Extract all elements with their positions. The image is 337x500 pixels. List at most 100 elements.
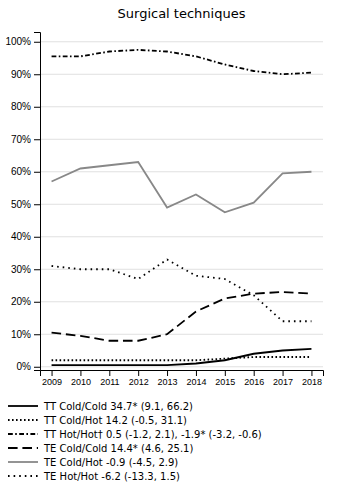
grid-line xyxy=(40,204,323,205)
y-tick-label: 30% xyxy=(11,264,31,275)
x-tick-mark xyxy=(254,370,255,376)
x-tick-label: 2015 xyxy=(215,377,235,387)
x-tick-mark xyxy=(138,370,139,376)
legend-label: TE Hot/Hot -6.2 (-13.3, 1.5) xyxy=(43,471,180,482)
legend: TT Cold/Cold 34.7* (9.1, 66.2) TT Cold/Ho… xyxy=(8,401,262,482)
y-tick-label: 40% xyxy=(11,231,31,242)
y-tick: 40% xyxy=(11,231,40,242)
x-tick: 2015 xyxy=(215,370,235,387)
legend-label: TE Cold/Cold 14.4* (4.6, 25.1) xyxy=(43,443,193,454)
lines xyxy=(52,50,312,365)
legend-item: TE Hot/Hot -6.2 (-13.3, 1.5) xyxy=(8,471,180,482)
y-tick: 50% xyxy=(11,199,40,210)
y-tick: 100% xyxy=(5,36,40,47)
x-tick: 2009 xyxy=(42,370,62,387)
y-tick: 60% xyxy=(11,166,40,177)
legend-swatch xyxy=(8,433,38,435)
legend-label: TE Cold/Hot -0.9 (-4.5, 2.9) xyxy=(43,457,178,468)
series-line xyxy=(52,162,312,212)
grid xyxy=(40,42,323,367)
y-axis-line xyxy=(34,33,41,371)
grid-line xyxy=(40,236,323,237)
x-tick-label: 2009 xyxy=(42,377,62,387)
x-tick: 2010 xyxy=(71,370,91,387)
y-tick: 70% xyxy=(11,134,40,145)
x-tick-label: 2016 xyxy=(244,377,264,387)
x-tick-mark xyxy=(283,370,284,376)
y-tick-label: 60% xyxy=(11,166,31,177)
legend-item: TT Cold/Cold 34.7* (9.1, 66.2) xyxy=(8,401,193,412)
y-tick-label: 100% xyxy=(5,36,31,47)
x-tick-mark xyxy=(225,370,226,376)
legend-swatch xyxy=(8,405,38,407)
grid-line xyxy=(40,106,323,107)
y-tick-label: 50% xyxy=(11,199,31,210)
x-tick: 2017 xyxy=(273,370,293,387)
y-tick-mark xyxy=(34,204,40,205)
series-line xyxy=(52,357,312,360)
x-axis: 2009 2010 2011 2012 2013 2014 2015 2016 2017 2018 xyxy=(41,370,324,387)
x-tick-label: 2017 xyxy=(273,377,293,387)
legend-swatch xyxy=(8,461,38,463)
y-tick-mark xyxy=(34,334,40,335)
y-tick: 20% xyxy=(11,296,40,307)
legend-item: TT Cold/Hot 14.2 (-0.5, 31.1) xyxy=(8,415,187,426)
y-tick: 10% xyxy=(11,329,40,340)
y-tick-mark xyxy=(34,74,40,75)
grid-line xyxy=(40,41,323,42)
x-tick: 2011 xyxy=(100,370,119,387)
x-tick-label: 2018 xyxy=(302,377,322,387)
y-tick: 80% xyxy=(11,101,40,112)
y-tick: 30% xyxy=(11,264,40,275)
series-line xyxy=(52,50,312,74)
series-line xyxy=(52,260,312,322)
y-tick-label: 70% xyxy=(11,134,31,145)
x-tick: 2012 xyxy=(129,370,149,387)
x-tick: 2014 xyxy=(186,370,206,387)
legend-label: TT Hot/Hot† 0.5 (-1.2, 2.1), -1.9* (-3.2… xyxy=(43,429,262,440)
legend-item: TT Hot/Hot† 0.5 (-1.2, 2.1), -1.9* (-3.2… xyxy=(8,429,262,440)
grid-line xyxy=(40,301,323,302)
grid-line xyxy=(40,334,323,335)
x-tick: 2013 xyxy=(158,370,178,387)
grid-line xyxy=(40,269,323,270)
x-tick-mark xyxy=(80,370,81,376)
grid-line xyxy=(40,139,323,140)
grid-line xyxy=(40,171,323,172)
y-tick: 0% xyxy=(17,361,40,372)
x-tick-mark xyxy=(167,370,168,376)
legend-swatch xyxy=(8,447,38,449)
y-tick-label: 90% xyxy=(11,69,31,80)
legend-swatch xyxy=(8,419,38,421)
y-tick-label: 0% xyxy=(17,361,32,372)
y-tick-mark xyxy=(34,139,40,140)
x-tick-label: 2011 xyxy=(100,377,119,387)
series-line xyxy=(52,292,312,341)
series-line xyxy=(52,349,312,365)
y-tick: 90% xyxy=(11,69,40,80)
y-tick-mark xyxy=(34,237,40,238)
x-tick-mark xyxy=(109,370,110,376)
legend-label: TT Cold/Hot 14.2 (-0.5, 31.1) xyxy=(43,415,187,426)
legend-item: TE Cold/Hot -0.9 (-4.5, 2.9) xyxy=(8,457,178,468)
x-tick-mark xyxy=(311,370,312,376)
y-tick-mark xyxy=(34,367,40,368)
y-tick-mark xyxy=(34,172,40,173)
title: Surgical techniques xyxy=(118,6,246,21)
y-tick-mark xyxy=(34,107,40,108)
x-tick-label: 2012 xyxy=(129,377,149,387)
y-tick-mark xyxy=(34,269,40,270)
y-tick-mark xyxy=(34,42,40,43)
legend-item: TE Cold/Cold 14.4* (4.6, 25.1) xyxy=(8,443,193,454)
x-tick-mark xyxy=(196,370,197,376)
x-tick-label: 2010 xyxy=(71,377,91,387)
x-tick: 2016 xyxy=(244,370,264,387)
x-tick-label: 2014 xyxy=(186,377,206,387)
y-tick-label: 20% xyxy=(11,296,31,307)
legend-label: TT Cold/Cold 34.7* (9.1, 66.2) xyxy=(43,401,193,412)
chart: Surgical techniques 0% 10% 20% 30% 40% 50% 60% 7… xyxy=(0,0,337,500)
grid-line xyxy=(40,366,323,367)
y-tick-label: 10% xyxy=(11,329,31,340)
x-tick-label: 2013 xyxy=(158,377,178,387)
y-tick-mark xyxy=(34,302,40,303)
